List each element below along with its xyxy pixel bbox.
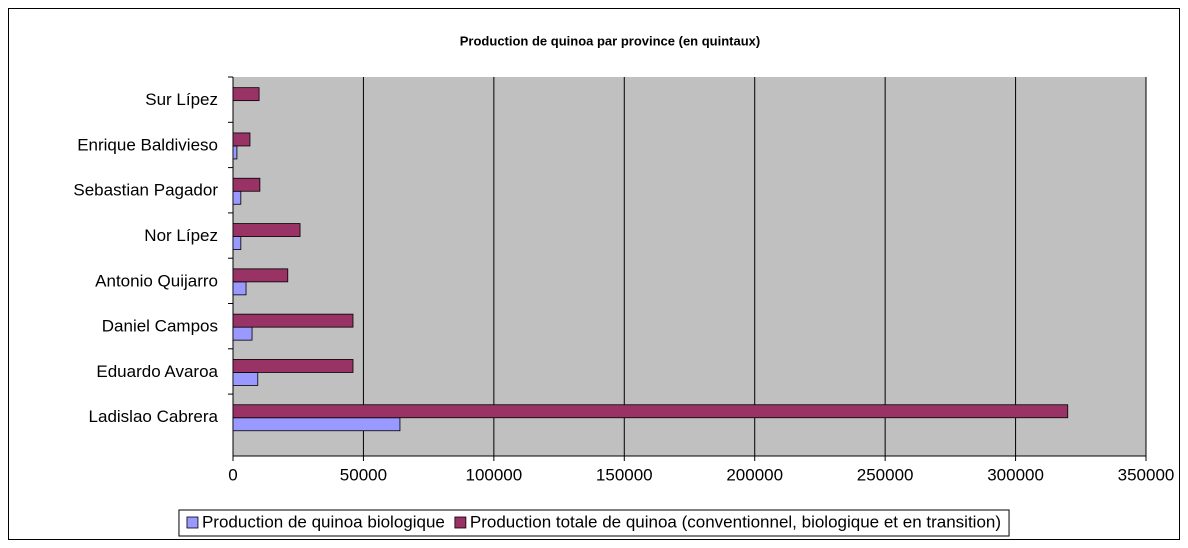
y-tick-label: Sur Lípez bbox=[145, 90, 218, 109]
x-tick-label: 250000 bbox=[857, 465, 914, 484]
legend-label: Production totale de quinoa (conventionn… bbox=[470, 512, 1001, 531]
legend: Production de quinoa biologique Productio… bbox=[178, 509, 1010, 537]
legend-swatch bbox=[454, 516, 467, 529]
bar bbox=[232, 132, 251, 147]
legend-label: Production de quinoa biologique bbox=[202, 512, 445, 531]
legend-box bbox=[178, 509, 1010, 537]
y-tick-label: Daniel Campos bbox=[102, 317, 218, 336]
x-tick-label: 100000 bbox=[465, 465, 522, 484]
bar bbox=[232, 223, 301, 237]
bar bbox=[232, 359, 354, 373]
bar bbox=[232, 236, 242, 250]
bar bbox=[232, 281, 247, 296]
chart-title: Production de quinoa par province (en qu… bbox=[460, 33, 760, 48]
x-tick-label: 300000 bbox=[987, 465, 1044, 484]
y-tick-label: Ladislao Cabrera bbox=[89, 407, 219, 426]
plot-area bbox=[233, 77, 1146, 456]
y-tick-label: Sebastian Pagador bbox=[73, 181, 218, 200]
x-tick-label: 350000 bbox=[1118, 465, 1175, 484]
y-tick-label: Nor Lípez bbox=[144, 226, 218, 245]
y-tick-label: Eduardo Avaroa bbox=[96, 362, 218, 381]
x-tick-label: 50000 bbox=[340, 465, 387, 484]
x-tick-label: 0 bbox=[228, 465, 237, 484]
bar bbox=[232, 404, 1069, 419]
bar bbox=[232, 190, 242, 205]
y-tick-label: Antonio Quijarro bbox=[95, 271, 218, 290]
bar bbox=[232, 372, 259, 386]
x-tick-label: 150000 bbox=[596, 465, 653, 484]
bar bbox=[232, 177, 261, 192]
y-tick-label: Enrique Baldivieso bbox=[77, 135, 218, 154]
bar bbox=[232, 87, 260, 102]
bar bbox=[232, 268, 289, 283]
bar bbox=[232, 313, 354, 328]
bar bbox=[232, 417, 401, 432]
legend-swatch bbox=[186, 516, 199, 529]
bar bbox=[232, 326, 253, 341]
x-tick-label: 200000 bbox=[726, 465, 783, 484]
bar bbox=[232, 145, 238, 160]
